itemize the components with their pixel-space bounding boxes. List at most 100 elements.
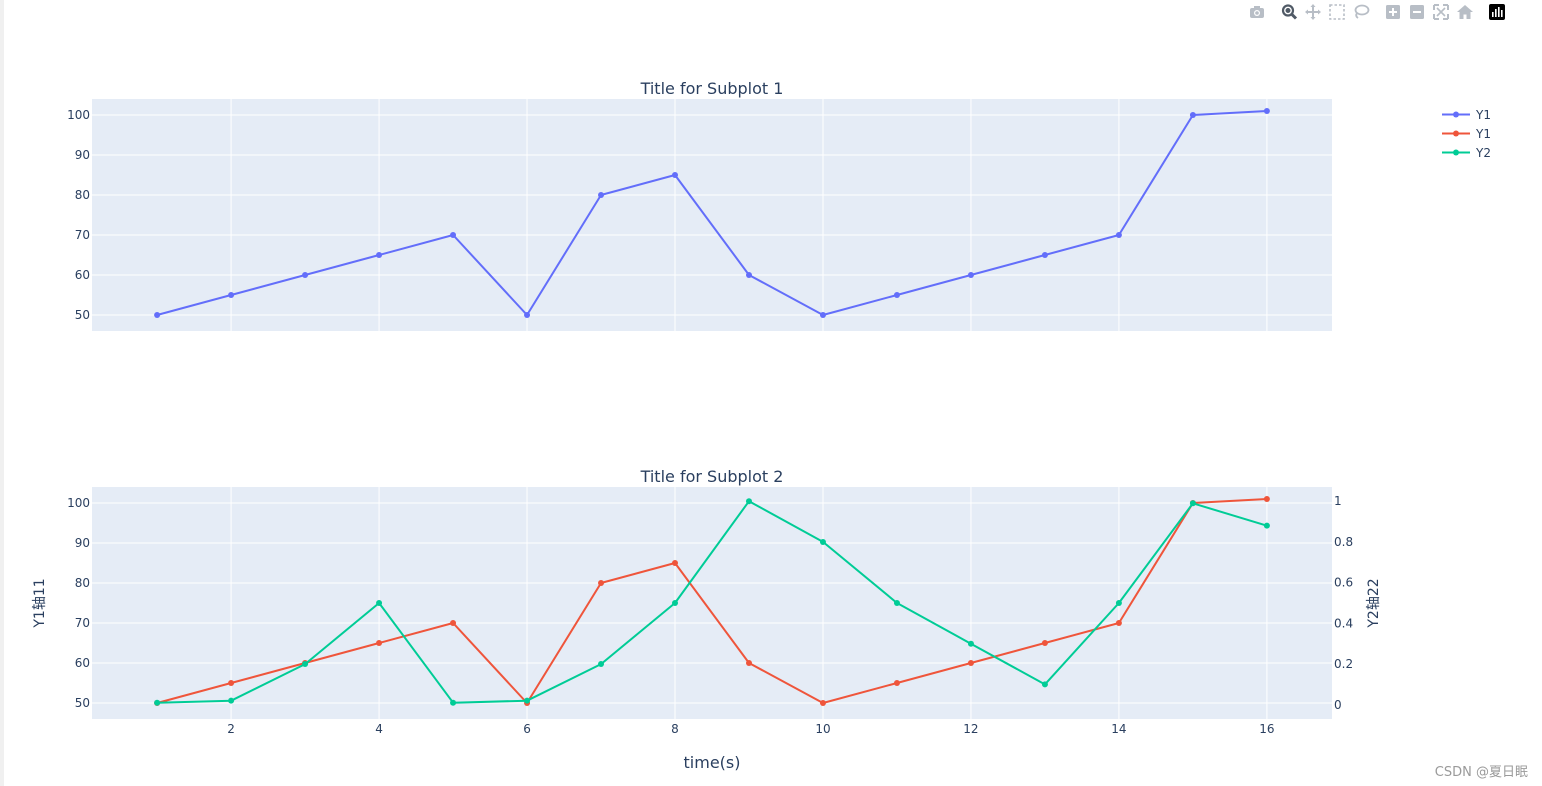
legend-item-y1-red[interactable]: Y1	[1440, 124, 1491, 143]
data-point	[745, 272, 752, 278]
data-point	[1115, 600, 1122, 606]
series-line	[156, 110, 1267, 316]
data-point	[450, 699, 457, 706]
data-point	[302, 272, 309, 278]
data-point	[819, 538, 826, 545]
legend-label: Y2	[1476, 145, 1491, 160]
data-point	[819, 312, 826, 318]
data-point	[819, 700, 826, 706]
y2-tick-label: 0	[1334, 698, 1342, 712]
data-point	[893, 600, 900, 606]
data-point	[745, 660, 752, 666]
data-point	[893, 680, 900, 686]
subplot-title: Title for Subplot 2	[640, 467, 784, 486]
zoom-icon[interactable]	[1280, 3, 1298, 21]
data-point	[376, 252, 383, 258]
data-point	[524, 312, 531, 318]
data-point	[672, 560, 679, 566]
data-point	[967, 660, 974, 666]
zoom-in-icon[interactable]	[1384, 3, 1402, 21]
zoom-out-icon[interactable]	[1408, 3, 1426, 21]
x-tick-label: 8	[671, 722, 679, 736]
y-tick-label: 60	[75, 656, 90, 670]
data-point	[745, 498, 752, 505]
autoscale-icon[interactable]	[1432, 3, 1450, 21]
series-line	[156, 498, 1267, 704]
data-point	[1263, 108, 1270, 114]
lasso-select-icon[interactable]	[1352, 3, 1370, 21]
pan-icon[interactable]	[1304, 3, 1322, 21]
y-tick-label: 70	[75, 228, 90, 242]
x-tick-label: 2	[227, 722, 235, 736]
data-point	[1041, 252, 1048, 258]
subplot-title: Title for Subplot 1	[640, 79, 784, 98]
legend-swatch-blue	[1442, 111, 1470, 118]
data-point	[672, 172, 679, 178]
y-tick-label: 100	[67, 496, 90, 510]
y-tick-label: 70	[75, 616, 90, 630]
y-tick-label: 90	[75, 148, 90, 162]
legend-swatch-green	[1442, 149, 1470, 156]
reset-axes-icon[interactable]	[1456, 3, 1474, 21]
legend-label: Y1	[1476, 107, 1491, 122]
data-point	[154, 312, 161, 318]
y-tick-label: 60	[75, 268, 90, 282]
y-tick-label: 90	[75, 536, 90, 550]
data-point	[228, 292, 235, 298]
x-tick-label: 4	[375, 722, 383, 736]
y-tick-label: 80	[75, 188, 90, 202]
y2-tick-label: 1	[1334, 494, 1342, 508]
data-point	[1189, 500, 1196, 507]
data-point	[450, 620, 457, 626]
x-tick-label: 12	[963, 722, 978, 736]
legend-label: Y1	[1476, 126, 1491, 141]
y2-tick-label: 0.6	[1334, 576, 1353, 590]
legend: Y1 Y1 Y2	[1440, 105, 1491, 162]
y-axis-label: Y1轴11	[32, 578, 48, 628]
y2-tick-label: 0.8	[1334, 535, 1353, 549]
legend-item-y2-green[interactable]: Y2	[1440, 143, 1491, 162]
data-point	[967, 272, 974, 278]
plot-area	[92, 487, 1332, 719]
y2-axis-label: Y2轴22	[1366, 578, 1382, 628]
y-tick-label: 50	[75, 308, 90, 322]
box-select-icon[interactable]	[1328, 3, 1346, 21]
data-point	[598, 661, 605, 668]
camera-icon[interactable]	[1248, 3, 1266, 21]
data-point	[524, 697, 531, 704]
data-point	[376, 600, 383, 606]
x-tick-label: 14	[1111, 722, 1126, 736]
page-left-border	[0, 0, 4, 786]
x-tick-label: 10	[815, 722, 830, 736]
data-point	[302, 661, 309, 668]
legend-item-y1-blue[interactable]: Y1	[1440, 105, 1491, 124]
data-point	[228, 680, 235, 686]
data-point	[1189, 112, 1196, 118]
data-point	[598, 192, 605, 198]
watermark: CSDN @夏日眠	[1434, 765, 1528, 780]
data-point	[1263, 496, 1270, 502]
y-tick-label: 80	[75, 576, 90, 590]
plotly-logo-icon[interactable]	[1488, 3, 1506, 21]
data-point	[376, 640, 383, 646]
data-point	[893, 292, 900, 298]
y-tick-label: 100	[67, 108, 90, 122]
data-point	[598, 580, 605, 586]
legend-swatch-red	[1442, 130, 1470, 137]
data-point	[1041, 681, 1048, 688]
y-tick-label: 50	[75, 696, 90, 710]
data-point	[1115, 620, 1122, 626]
plot-area	[92, 99, 1332, 331]
x-tick-label: 16	[1259, 722, 1274, 736]
y2-tick-label: 0.4	[1334, 616, 1353, 630]
data-point	[967, 640, 974, 647]
x-axis-label: time(s)	[684, 753, 741, 772]
data-point	[672, 600, 679, 606]
x-tick-label: 6	[523, 722, 531, 736]
data-point	[1115, 232, 1122, 238]
data-point	[1263, 522, 1270, 529]
data-point	[228, 697, 235, 704]
data-point	[154, 699, 161, 706]
